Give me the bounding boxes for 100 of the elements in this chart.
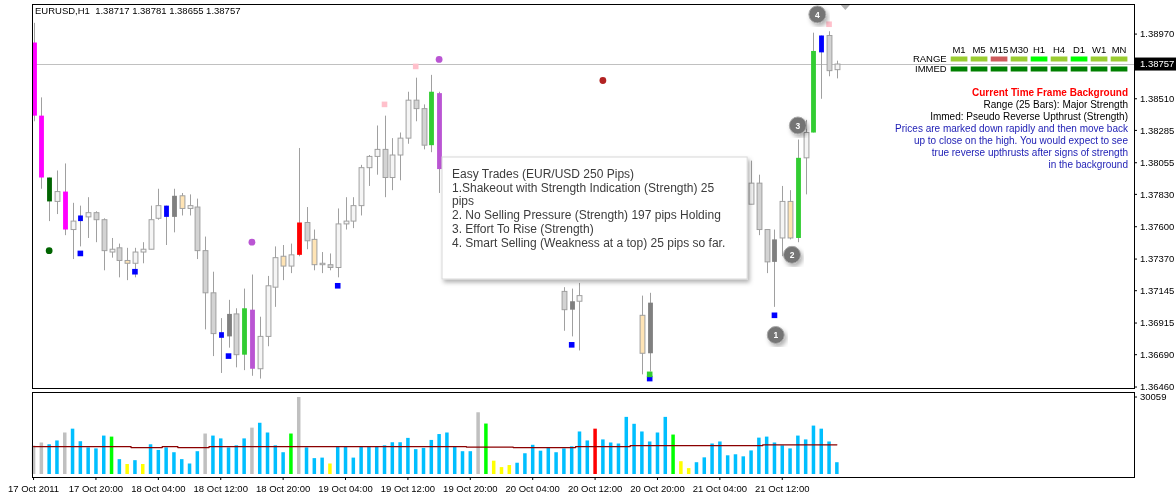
- bar: [55, 440, 59, 474]
- bar: [796, 435, 800, 474]
- bar: [47, 444, 51, 474]
- bar: [406, 437, 410, 474]
- bar: [476, 412, 480, 474]
- annotation: D1: [1072, 44, 1086, 55]
- bar: [359, 446, 363, 474]
- candlestick: [164, 205, 169, 246]
- y-tick-label: 1.37145: [1140, 285, 1175, 297]
- annotation: 4. Smart Selling (Weakness at a top) 25 pips so far.: [452, 235, 726, 250]
- x-tick-label: 17 Oct 2011: [8, 483, 60, 494]
- annotation: 1.Shakeout with Strength Indication (Strength) 25 pips: [452, 180, 715, 209]
- bar: [757, 437, 761, 474]
- annotation: M30: [1009, 44, 1029, 55]
- point: [248, 238, 256, 246]
- point: [132, 268, 138, 275]
- annotation: in the background: [1048, 158, 1128, 170]
- bar: [515, 462, 519, 474]
- point: [599, 77, 607, 84]
- point: [412, 63, 419, 70]
- candlestick: [219, 317, 224, 374]
- annotation: Prices are marked down rapidly and then move back: [895, 122, 1129, 134]
- point: [225, 353, 232, 359]
- bar: [601, 439, 605, 474]
- x-tick-label: 18 Oct 12:00: [193, 483, 248, 494]
- bar: [125, 464, 129, 474]
- x-tick-label: 17 Oct 20:00: [68, 483, 124, 494]
- annotation: up to close on the high. You would expect to see: [913, 134, 1129, 146]
- y-tick-label: 1.37370: [1140, 253, 1175, 265]
- y-tick-label: 1.38510: [1140, 93, 1175, 105]
- annotation: 2: [789, 250, 795, 261]
- bar: [203, 433, 207, 474]
- y-tick-label: 30059: [1140, 391, 1167, 403]
- x-tick-label: 19 Oct 20:00: [443, 483, 498, 494]
- chart-title: EURUSD,H1 1.38717 1.38781 1.38655 1.38757: [35, 5, 241, 16]
- annotation: W1: [1091, 44, 1107, 55]
- annotation: M1: [952, 44, 966, 55]
- annotation: H4: [1052, 44, 1066, 55]
- y-tick-label: 1.36915: [1140, 317, 1175, 329]
- x-tick-label: 21 Oct 04:00: [692, 483, 748, 494]
- candlestick: [155, 188, 162, 221]
- bar: [562, 448, 566, 474]
- bar: [640, 431, 644, 474]
- bar: [593, 428, 597, 474]
- bar: [320, 457, 324, 474]
- point: [334, 282, 341, 289]
- bar: [827, 441, 831, 474]
- annotation: H1: [1032, 44, 1046, 55]
- bar: [398, 442, 402, 474]
- candlestick: [561, 286, 568, 332]
- x-tick-label: 18 Oct 20:00: [255, 483, 311, 494]
- bar: [172, 452, 176, 474]
- bar: [281, 452, 285, 474]
- candlestick: [576, 282, 583, 351]
- annotation: IMMED: [915, 63, 947, 74]
- ref-line-label: 1.38757: [1140, 58, 1175, 70]
- bar: [835, 462, 839, 474]
- bar: [164, 447, 168, 474]
- annotation: 3: [795, 120, 801, 131]
- candlestick: [172, 188, 177, 233]
- bar: [445, 432, 449, 474]
- annotation: true reverse upthrusts after signs of strength: [931, 146, 1128, 158]
- candlestick: [47, 177, 52, 222]
- annotation: M15: [989, 44, 1009, 55]
- y-tick-label: 1.38970: [1140, 28, 1175, 40]
- candlestick: [54, 169, 61, 215]
- x-tick-label: 21 Oct 12:00: [755, 483, 810, 494]
- point: [435, 56, 443, 63]
- x-tick-label: 20 Oct 04:00: [505, 483, 560, 494]
- bar: [94, 448, 98, 474]
- annotation: Easy Trades (EUR/USD 250 Pips): [452, 167, 635, 181]
- y-tick-label: 1.36690: [1140, 349, 1175, 360]
- y-tick-label: 1.36460: [1140, 381, 1175, 393]
- y-tick-label: 1.38055: [1140, 157, 1175, 169]
- bar: [523, 453, 527, 474]
- bar: [749, 450, 753, 474]
- x-tick-label: 20 Oct 12:00: [567, 483, 623, 494]
- bar: [140, 464, 145, 474]
- y-tick-label: 1.37830: [1140, 188, 1175, 200]
- candlestick: [819, 35, 824, 100]
- bar: [63, 432, 67, 474]
- bar: [554, 452, 558, 474]
- annotation: 1: [773, 330, 779, 341]
- x-tick-label: 19 Oct 04:00: [318, 483, 373, 494]
- annotation: MN: [1111, 44, 1127, 55]
- bar: [710, 443, 714, 474]
- bar: [133, 460, 137, 474]
- bar: [437, 434, 441, 474]
- bar: [250, 427, 254, 474]
- annotation: 3. Effort To Rise (Strength): [452, 221, 594, 236]
- annotation: Range (25 Bars): Major Strength: [983, 98, 1128, 110]
- bar: [242, 438, 246, 474]
- bar: [679, 461, 683, 474]
- annotation: 4: [814, 9, 820, 20]
- x-tick-label: 19 Oct 12:00: [380, 483, 436, 494]
- annotation: 2. No Selling Pressure (Strength) 197 pips Holding: [452, 208, 721, 223]
- point: [826, 21, 832, 28]
- bar: [328, 463, 332, 474]
- y-tick-label: 1.37600: [1140, 221, 1175, 233]
- bar: [102, 435, 106, 474]
